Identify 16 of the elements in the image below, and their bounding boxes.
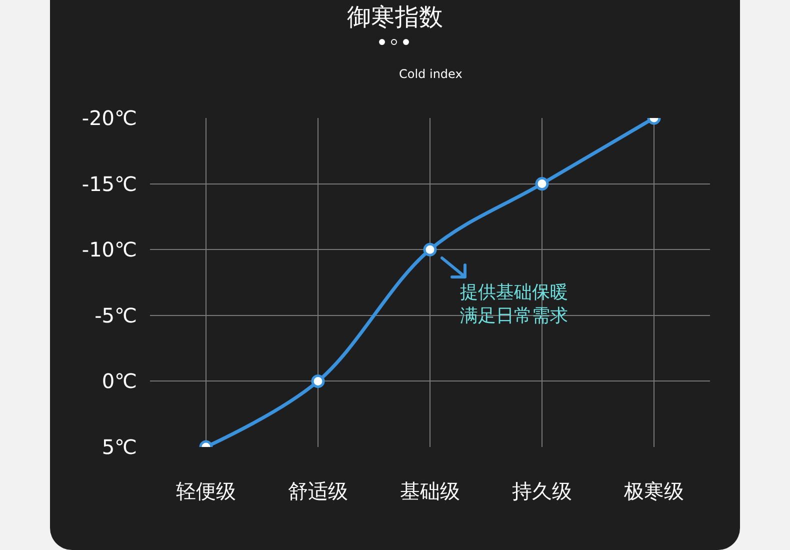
y-tick-label: 5℃ [102,435,137,459]
annotation: 提供基础保暖满足日常需求 [460,282,568,326]
chart-title: 御寒指数 [347,3,443,32]
x-tick-label: 舒适级 [288,479,348,503]
y-tick-label: -20℃ [82,106,137,130]
point [535,177,549,191]
x-tick-label: 极寒级 [623,479,684,503]
y-tick-label: 0℃ [102,369,137,394]
y-tick-label: -10℃ [82,238,137,262]
y-tick-label: -5℃ [94,303,137,328]
chart-subtitle: Cold index [399,67,462,81]
x-tick-label: 轻便级 [176,479,236,503]
y-tick-label: -15℃ [82,172,137,196]
x-tick-label: 基础级 [400,479,460,503]
point [423,242,437,256]
x-tick-label: 持久级 [512,479,572,503]
